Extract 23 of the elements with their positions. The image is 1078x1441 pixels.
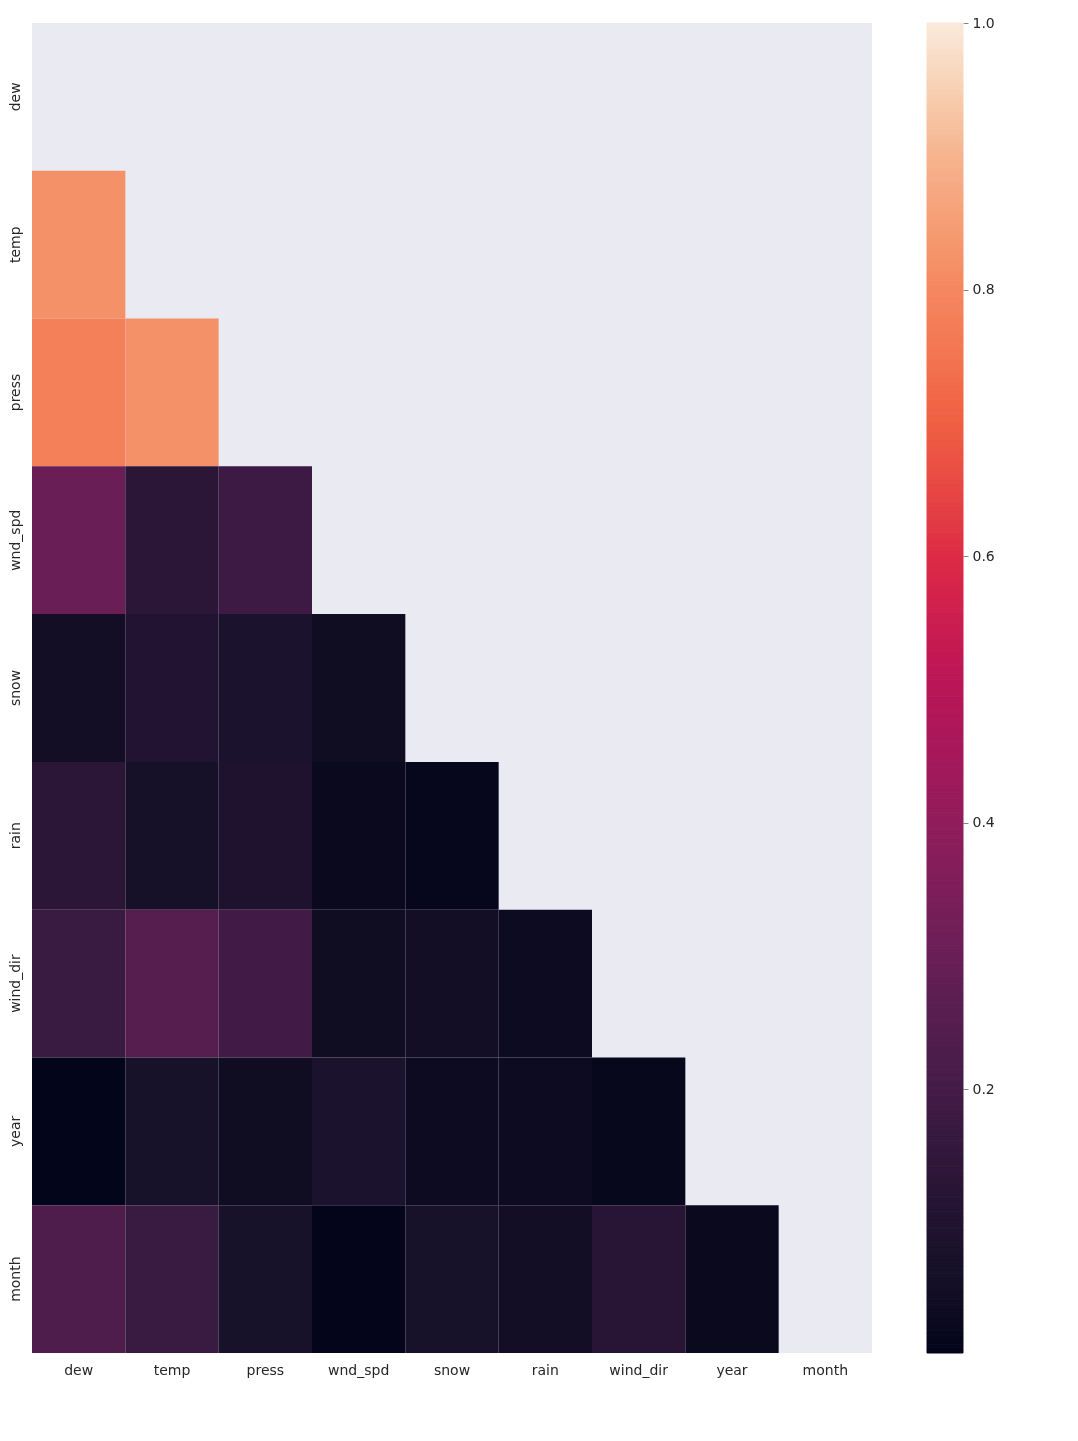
y-tick-label: snow <box>6 669 23 707</box>
x-tick-label: wind_dir <box>609 1361 669 1378</box>
color-bar-label: 0.8 <box>972 281 995 298</box>
y-tick-label: press <box>6 373 23 412</box>
y-tick-label: temp <box>6 226 23 263</box>
x-tick-label: dew <box>64 1361 94 1378</box>
color-bar-label: 0.6 <box>972 547 995 564</box>
y-tick-label: wind_dir <box>6 954 23 1013</box>
x-tick-label: rain <box>531 1361 559 1378</box>
x-tick-label: month <box>802 1361 849 1378</box>
x-tick-label: snow <box>433 1361 471 1378</box>
x-tick-label: year <box>716 1361 748 1378</box>
color-bar-label: 0.4 <box>972 814 995 831</box>
x-tick-label: press <box>246 1361 285 1378</box>
y-tick-label: month <box>6 1256 23 1302</box>
y-tick-label: dew <box>6 82 23 112</box>
y-tick-label: wnd_spd <box>6 509 23 571</box>
y-tick-label: rain <box>6 822 23 850</box>
x-tick-label: temp <box>153 1361 191 1378</box>
x-tick-label: wnd_spd <box>328 1361 390 1378</box>
color-bar-label: 1.0 <box>972 14 995 31</box>
color-bar-label: 0.2 <box>972 1080 995 1097</box>
y-tick-label: year <box>6 1115 23 1147</box>
